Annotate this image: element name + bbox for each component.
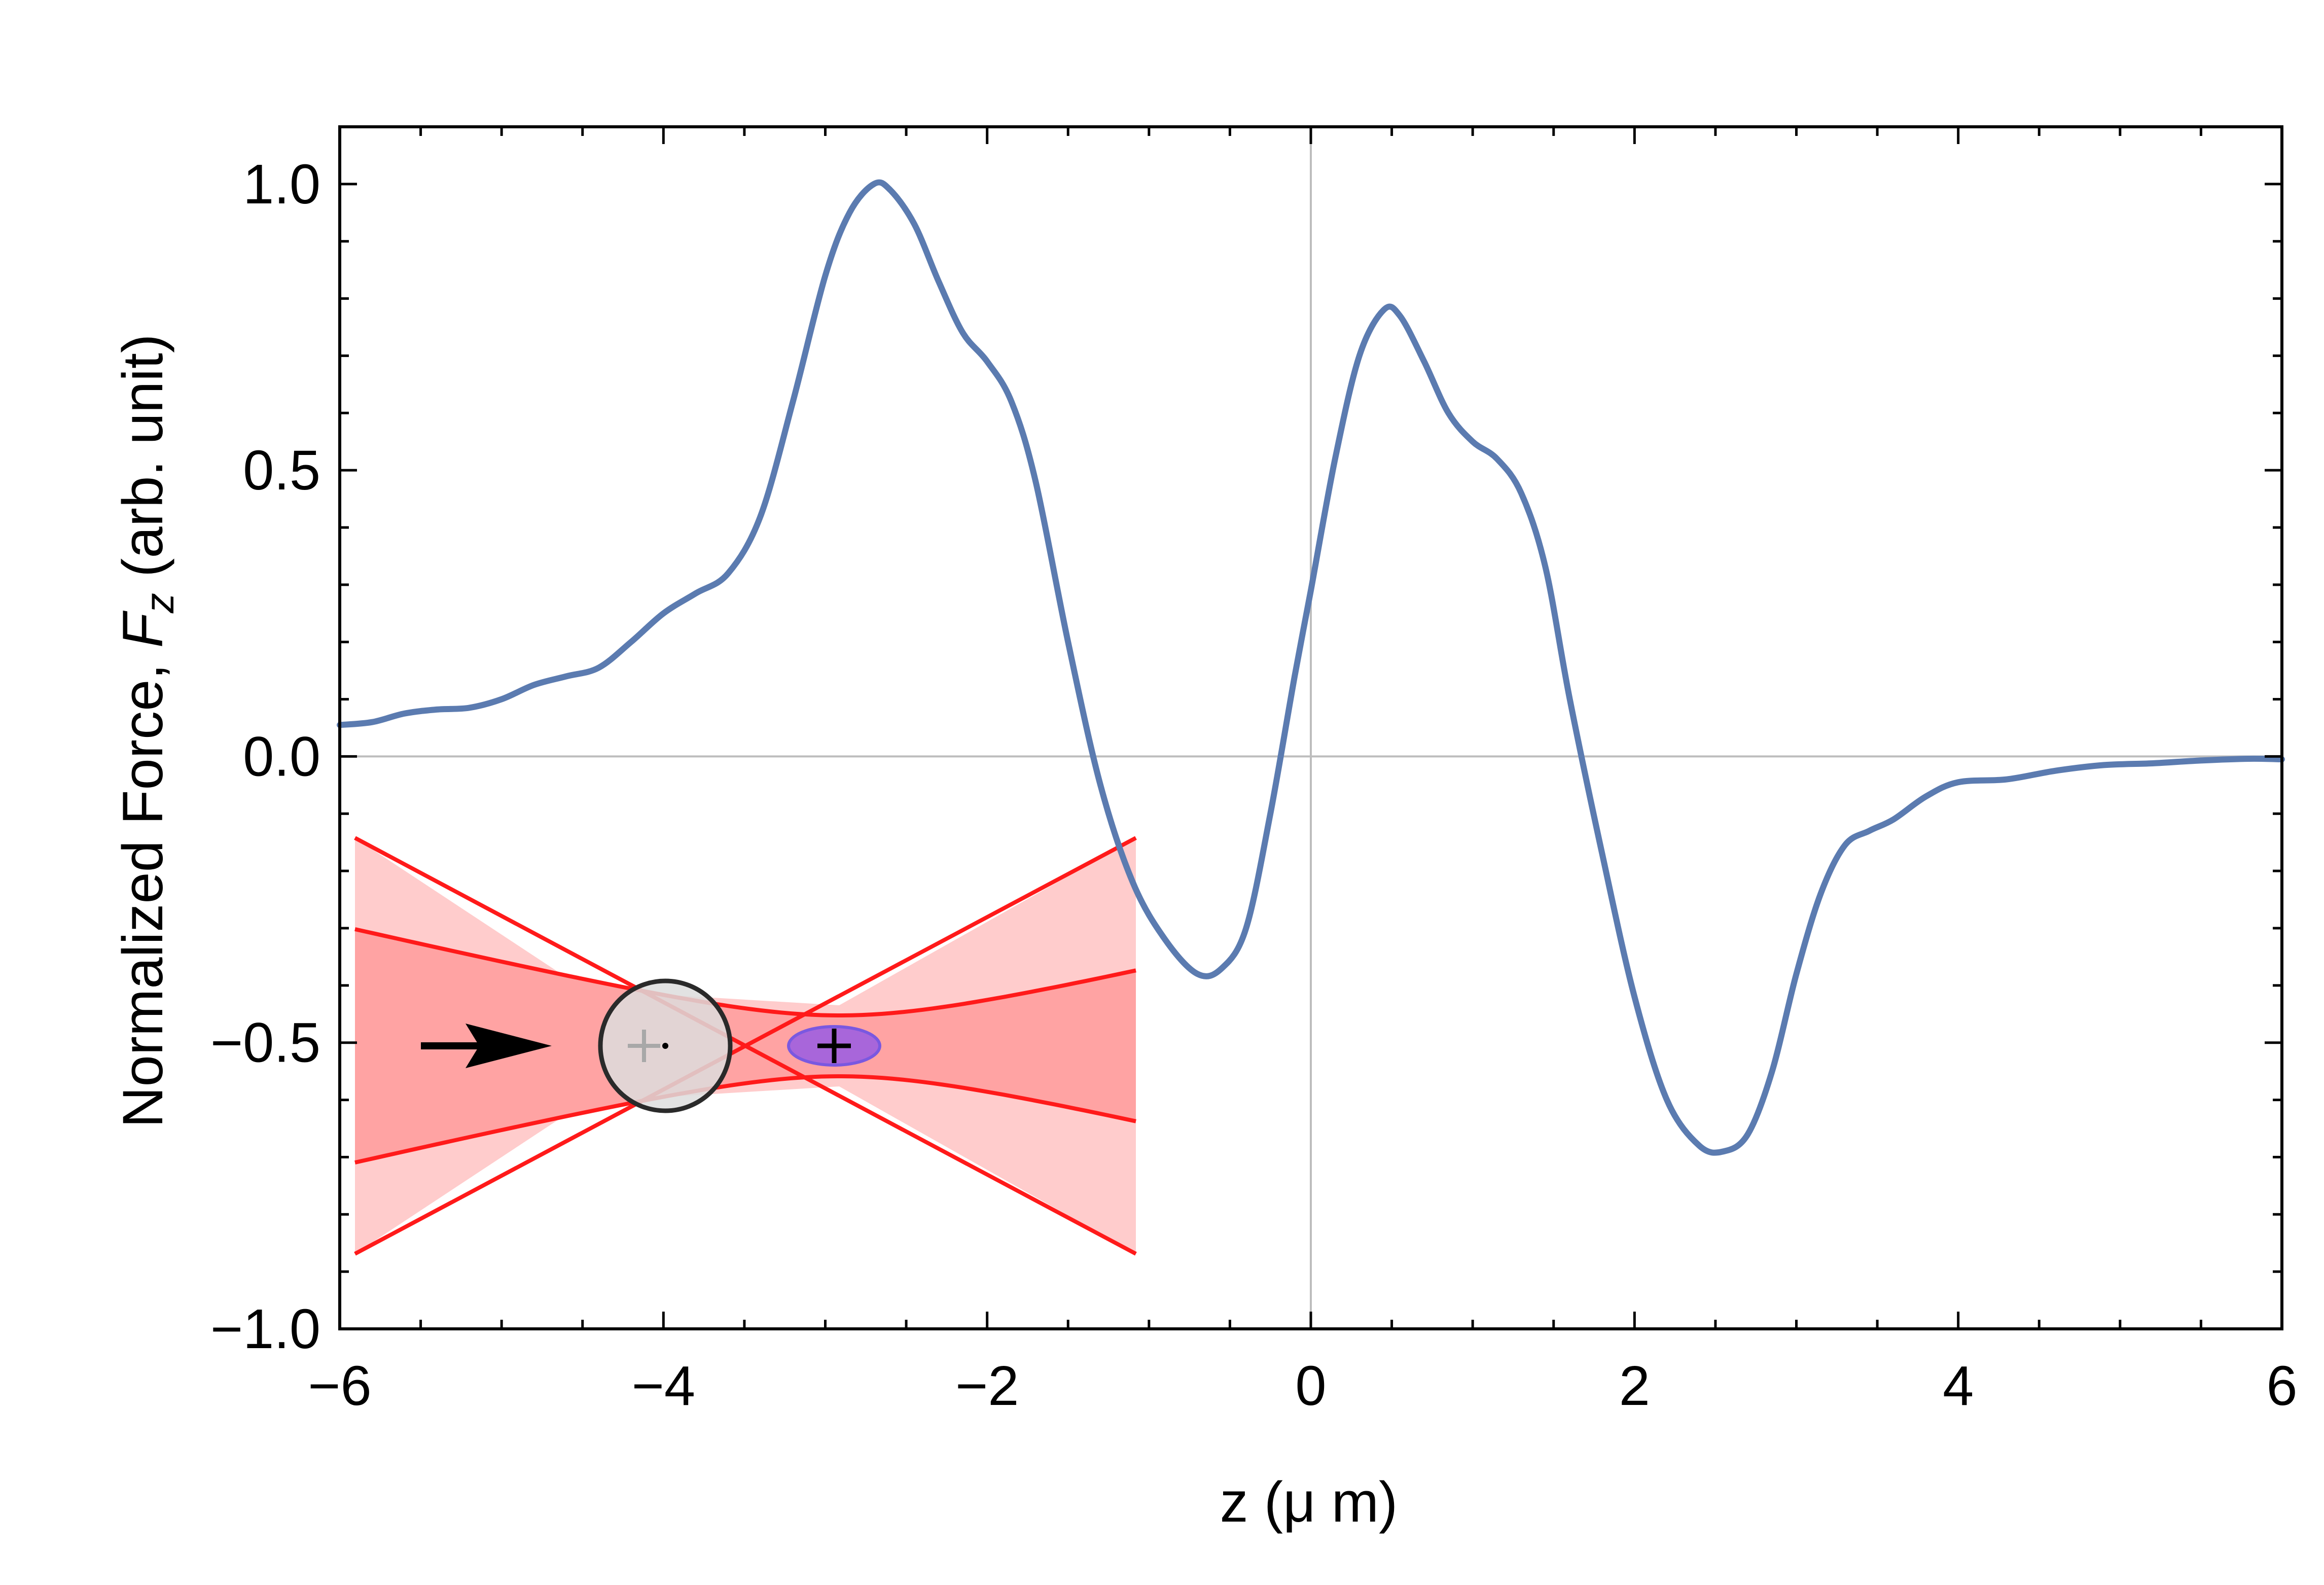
x-tick-labels: −6 −4 −2 0 2 4 6 <box>308 1355 2297 1417</box>
x-axis-title: z (μ m) <box>1220 1470 1398 1534</box>
y-axis-title-subscript: z <box>137 593 182 614</box>
y-tick-label: −1.0 <box>210 1298 320 1360</box>
y-tick-label: 0.5 <box>243 439 320 502</box>
x-tick-label: 6 <box>2266 1355 2297 1417</box>
x-tick-label: 2 <box>1619 1355 1650 1417</box>
direction-arrow-head-icon <box>466 1024 552 1068</box>
x-ticks <box>338 127 2283 1329</box>
y-tick-label: 1.0 <box>243 153 320 216</box>
y-axis-title-prefix: Normalized Force, <box>111 648 174 1128</box>
x-tick-label: 4 <box>1943 1355 1974 1417</box>
y-ticks <box>340 125 2282 1330</box>
beam-inner-edge-top <box>354 927 1136 1017</box>
x-tick-label: −6 <box>308 1355 371 1417</box>
y-axis-title: Normalized Force, Fz (arb. unit) <box>111 334 182 1128</box>
y-tick-label: 0.0 <box>243 725 320 788</box>
x-tick-label: −2 <box>955 1355 1019 1417</box>
x-tick-label: 0 <box>1295 1355 1326 1417</box>
y-tick-labels: −1.0 −0.5 0.0 0.5 1.0 <box>210 153 320 1360</box>
y-axis-title-symbol: F <box>111 610 174 648</box>
beam-inset <box>354 836 1137 1256</box>
y-tick-label: −0.5 <box>210 1012 320 1074</box>
y-axis-title-suffix: (arb. unit) <box>111 334 174 593</box>
beam-inner-edge-bottom <box>354 1074 1136 1165</box>
beam-outer-edge-bottom <box>354 836 1137 1256</box>
sphere-center-dot <box>662 1043 668 1049</box>
force-curve <box>337 179 2285 1156</box>
x-tick-label: −4 <box>632 1355 695 1417</box>
